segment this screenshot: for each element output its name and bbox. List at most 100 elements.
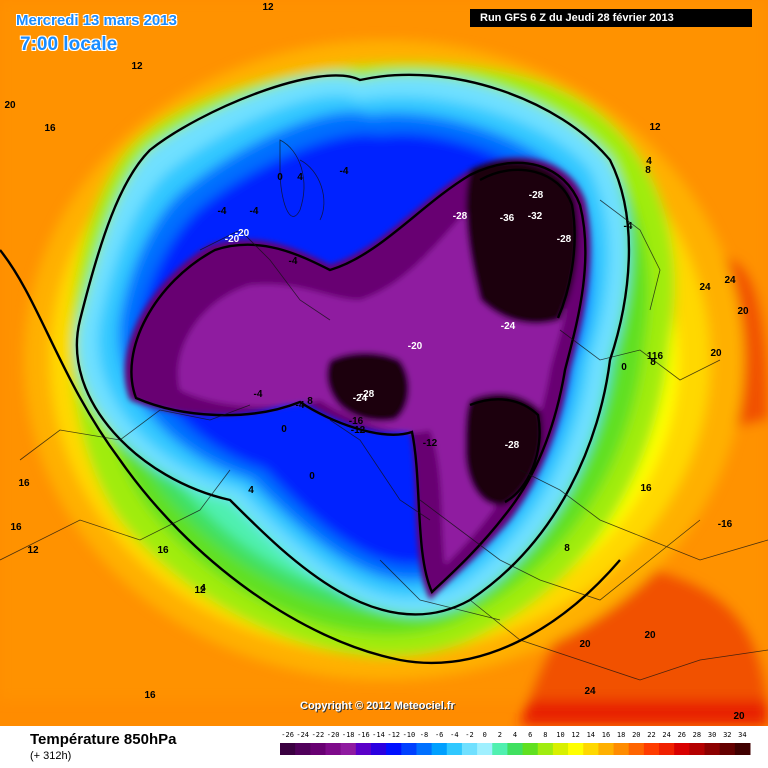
- legend-swatch: [461, 743, 478, 755]
- legend-value: -22: [311, 731, 325, 739]
- isotherm-label: -4: [254, 389, 263, 400]
- isotherm-label: 24: [724, 275, 736, 286]
- legend-value: -4: [450, 731, 459, 739]
- legend-swatch: [643, 743, 660, 755]
- isotherm-contours: [0, 73, 631, 665]
- legend-swatch: [446, 743, 463, 755]
- isotherm-label: -24: [501, 321, 516, 332]
- isotherm-label: -20: [235, 228, 250, 239]
- footer-bar: Température 850hPa (+ 312h) -26 -2 4 -22 -20…: [0, 726, 768, 768]
- legend-swatch: [370, 743, 387, 755]
- isotherm-label: 20: [733, 711, 745, 722]
- isotherm-label: -28: [505, 440, 520, 451]
- isotherm-labels: -20-20-4 -4-4-40 4-28-28 -36 -32-28-24-20-28…: [4, 2, 749, 722]
- legend-swatch: [280, 743, 296, 755]
- isotherm-label: -20: [408, 341, 423, 352]
- legend-swatch: [659, 743, 675, 755]
- legend-value: 26: [677, 731, 687, 739]
- color-legend: [280, 743, 751, 755]
- isotherm-label: 0: [281, 424, 287, 435]
- isotherm-label: 20: [4, 100, 16, 111]
- isotherm-label: -4: [296, 400, 305, 411]
- isotherm-label: 20: [579, 639, 591, 650]
- isotherm-label: -12: [351, 425, 366, 436]
- isotherm-label: -28: [557, 234, 572, 245]
- legend-swatch: [568, 743, 584, 755]
- legend-swatch: [598, 743, 615, 755]
- legend-swatch: [325, 743, 342, 755]
- legend-swatch: [416, 743, 433, 755]
- legend-value: 10: [556, 731, 565, 739]
- isotherm-label: -32: [528, 211, 543, 222]
- legend-value: 0: [482, 731, 487, 739]
- legend-value: 22: [647, 731, 656, 739]
- forecast-hour: (+ 312h): [30, 750, 72, 762]
- legend-swatch: [522, 743, 539, 755]
- legend-value: -26: [281, 731, 294, 739]
- legend-swatch: [689, 743, 706, 755]
- isotherm-label: -4: [340, 166, 349, 177]
- isotherm-label: 20: [710, 348, 722, 359]
- isotherm-label: 16: [18, 478, 30, 489]
- isotherm-label: 24: [699, 282, 711, 293]
- legend-value: -10: [402, 731, 416, 739]
- legend-swatch: [719, 743, 736, 755]
- legend-swatch: [401, 743, 417, 755]
- legend-value: 4: [512, 731, 518, 739]
- isotherm-label: 0: [621, 362, 627, 373]
- isotherm-label: -20: [225, 234, 240, 245]
- isotherm-label: 8: [307, 396, 313, 407]
- legend-value: 6: [528, 731, 533, 739]
- isotherm-label: 0: [309, 471, 315, 482]
- legend-value: -12: [387, 731, 401, 739]
- isotherm-label: 12: [131, 61, 143, 72]
- isotherm-label: -36: [500, 213, 515, 224]
- legend-value: -8: [419, 731, 429, 739]
- legend-value: 14: [586, 731, 596, 739]
- isotherm-label: 12: [649, 122, 661, 133]
- isotherm-label: 0: [277, 172, 283, 183]
- isotherm-label: 4: [646, 156, 652, 167]
- isotherm-label: 24: [584, 686, 596, 697]
- legend-value: -20: [326, 731, 340, 739]
- legend-labels: -26 -24 -22 -20 -18 -16 -14 -12 -10 -8 -6 -4 -2 0 2 4 6 8…: [280, 731, 760, 741]
- legend-value: -6: [434, 731, 444, 739]
- isotherm-label: -4: [289, 256, 298, 267]
- legend-swatch: [386, 743, 402, 755]
- isotherm-label: -24: [353, 393, 368, 404]
- legend-swatch: [431, 743, 448, 755]
- isotherm-label: 8: [564, 543, 570, 554]
- coastlines: [0, 139, 768, 681]
- isotherm-label: -12: [423, 438, 438, 449]
- legend-value: -2: [465, 731, 474, 739]
- legend-value: 34: [738, 731, 747, 739]
- isotherm-label: 16: [640, 483, 652, 494]
- isotherm-label: -16: [349, 416, 364, 427]
- legend-value: -16: [357, 731, 370, 739]
- legend-swatch: [674, 743, 690, 755]
- isotherm-label: 12: [262, 2, 274, 13]
- legend-swatch: [355, 743, 372, 755]
- legend-swatch: [583, 743, 599, 755]
- isotherm-label: 16: [10, 522, 22, 533]
- local-time: 7:00 locale: [20, 34, 118, 55]
- isotherm-label: -4: [250, 206, 259, 217]
- isotherm-label: 4: [200, 583, 206, 594]
- legend-swatch: [628, 743, 645, 755]
- isotherm-label: -28: [453, 211, 468, 222]
- cold-core: [124, 157, 591, 600]
- legend-swatch: [477, 743, 493, 755]
- legend-swatch: [552, 743, 569, 755]
- legend-swatch: [704, 743, 721, 755]
- legend-value: 32: [723, 731, 732, 739]
- legend-swatch: [492, 743, 508, 755]
- isotherm-label: 116: [647, 351, 664, 362]
- temperature-map: -20 -20 -4 -4 -4 -4 0 4 -28 -28 -36 -32 -28 -24 -20 -28…: [0, 0, 768, 726]
- isotherm-label: -28: [360, 389, 375, 400]
- legend-swatch: [537, 743, 554, 755]
- isotherm-label: 12: [194, 585, 206, 596]
- parameter-title: Température 850hPa: [30, 731, 177, 748]
- legend-swatch: [613, 743, 630, 755]
- legend-value: 16: [601, 731, 611, 739]
